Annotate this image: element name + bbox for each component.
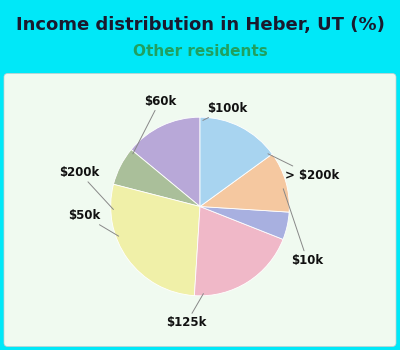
Text: $50k: $50k bbox=[68, 209, 119, 236]
Wedge shape bbox=[114, 149, 200, 206]
Text: $60k: $60k bbox=[133, 94, 176, 154]
Text: $200k: $200k bbox=[59, 166, 114, 210]
Text: Other residents: Other residents bbox=[133, 44, 267, 59]
Text: $125k: $125k bbox=[166, 294, 207, 329]
Wedge shape bbox=[131, 117, 200, 206]
Text: $100k: $100k bbox=[203, 102, 247, 120]
Text: Income distribution in Heber, UT (%): Income distribution in Heber, UT (%) bbox=[16, 16, 384, 34]
Text: $10k: $10k bbox=[283, 189, 323, 267]
Wedge shape bbox=[200, 117, 272, 206]
Wedge shape bbox=[194, 206, 283, 296]
Wedge shape bbox=[200, 154, 289, 212]
FancyBboxPatch shape bbox=[4, 74, 396, 346]
Wedge shape bbox=[111, 184, 200, 296]
Text: > $200k: > $200k bbox=[268, 154, 339, 182]
Wedge shape bbox=[200, 206, 289, 239]
